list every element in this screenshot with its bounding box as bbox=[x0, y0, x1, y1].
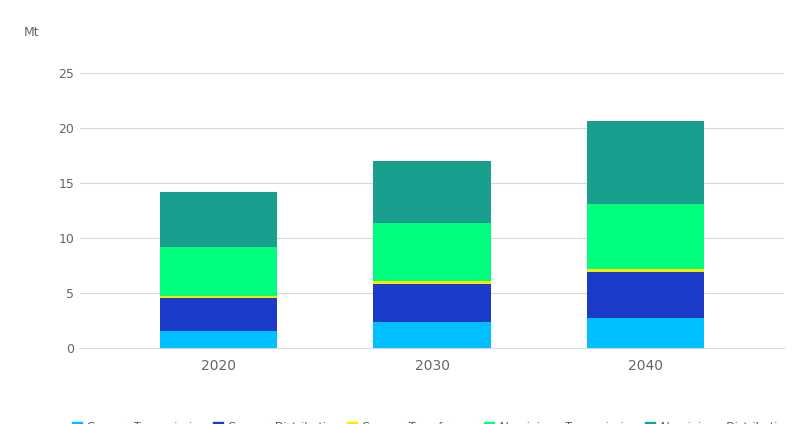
Bar bbox=[374, 161, 490, 223]
Bar bbox=[586, 204, 704, 268]
Bar bbox=[160, 331, 278, 348]
Bar bbox=[160, 296, 278, 298]
Bar bbox=[374, 223, 490, 281]
Bar bbox=[586, 272, 704, 318]
Text: Mt: Mt bbox=[24, 26, 39, 39]
Bar bbox=[586, 318, 704, 348]
Bar bbox=[586, 121, 704, 204]
Bar bbox=[160, 246, 278, 296]
Legend: Copper: Transmission, Copper: Distribution, Copper: Transformer, Aluminium: Tran: Copper: Transmission, Copper: Distributi… bbox=[69, 418, 795, 424]
Bar bbox=[374, 322, 490, 348]
Bar bbox=[374, 281, 490, 284]
Bar bbox=[586, 268, 704, 272]
Bar bbox=[374, 284, 490, 322]
Bar bbox=[160, 298, 278, 331]
Bar bbox=[160, 192, 278, 246]
